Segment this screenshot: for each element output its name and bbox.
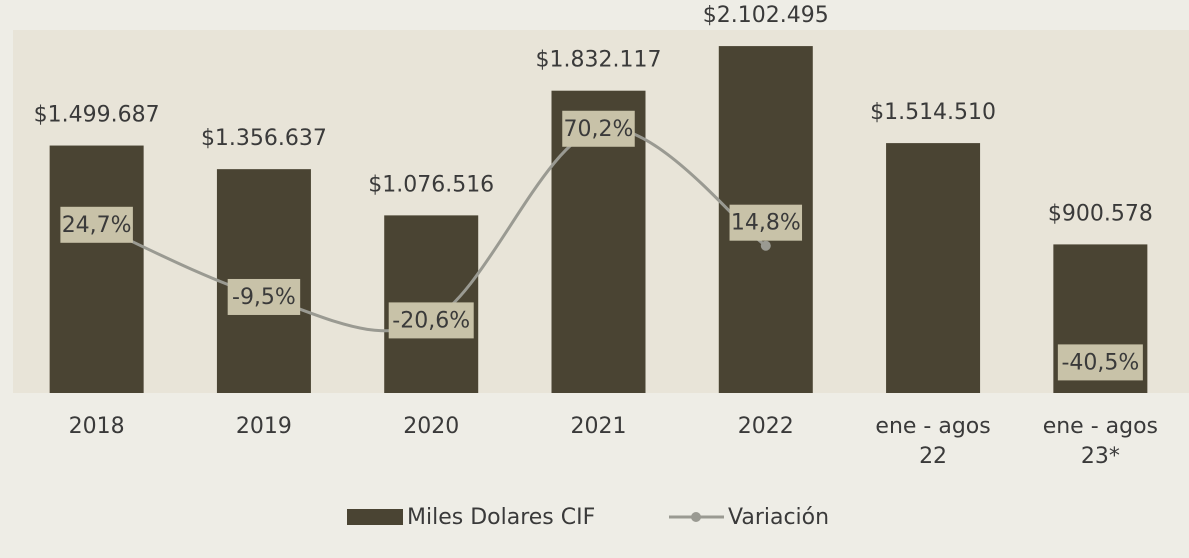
line-value-label: -40,5% — [1061, 350, 1139, 375]
x-tick-label: 2020 — [403, 414, 460, 439]
bar-value-label: $2.102.495 — [703, 3, 829, 28]
legend-label: Miles Dolares CIF — [407, 505, 595, 530]
label-box — [562, 110, 635, 147]
line-value-label: 70,2% — [564, 117, 634, 142]
line-value-label: -20,6% — [392, 308, 470, 333]
bar-value-label: $900.578 — [1048, 201, 1153, 226]
legend-swatch — [347, 509, 403, 525]
line-point — [760, 240, 771, 251]
bar-value-label: $1.832.117 — [536, 48, 662, 73]
x-tick-label: 2018 — [68, 414, 125, 439]
x-tick-label: 2021 — [570, 414, 627, 439]
label-box — [60, 206, 133, 243]
x-tick-label: 2019 — [235, 414, 292, 439]
x-tick-label: 2022 — [737, 414, 794, 439]
bar — [886, 143, 981, 393]
label-box — [1057, 344, 1143, 381]
line-value-label: -9,5% — [232, 285, 296, 310]
legend-label: Variación — [728, 505, 829, 530]
bar — [49, 145, 144, 393]
legend-dot — [691, 512, 701, 522]
label-box — [729, 204, 803, 241]
x-tick-label: ene - agos 23* — [1042, 414, 1158, 469]
bar-value-label: $1.076.516 — [368, 172, 494, 197]
line-value-label: 14,8% — [731, 211, 801, 236]
bar-value-label: $1.514.510 — [870, 100, 996, 125]
bar-value-label: $1.356.637 — [201, 126, 327, 151]
x-tick-label: ene - agos 22 — [875, 414, 991, 469]
label-box — [388, 302, 474, 339]
line-value-label: 24,7% — [62, 213, 132, 238]
bar-value-label: $1.499.687 — [34, 103, 160, 128]
label-box — [227, 278, 301, 315]
